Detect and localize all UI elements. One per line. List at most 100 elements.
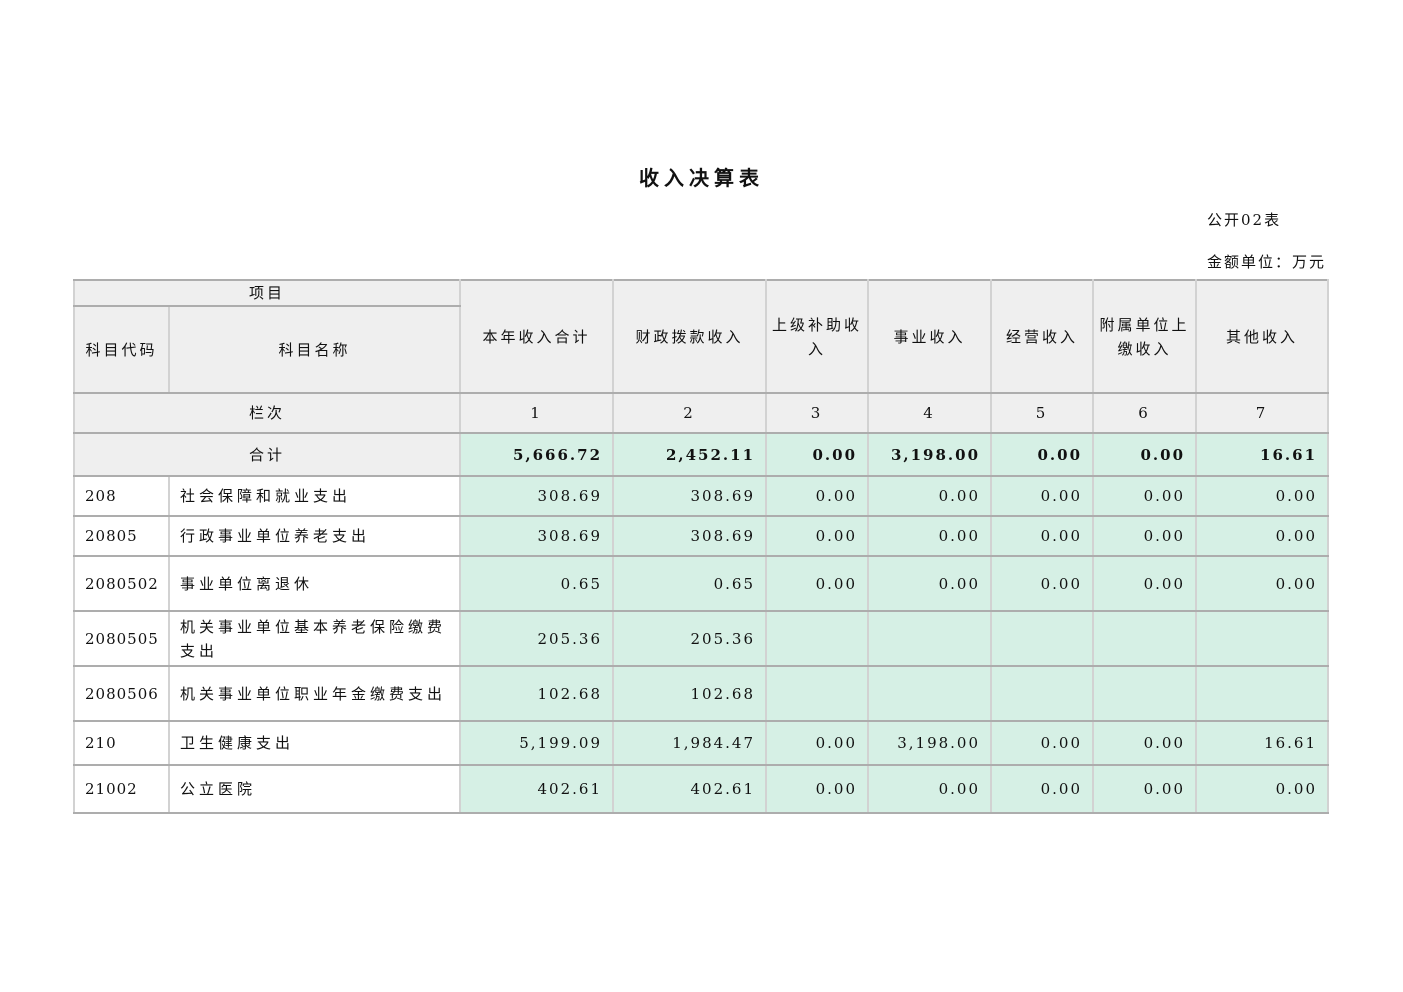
- subject-code-cell: 210: [73, 720, 170, 766]
- column-header-3: 上级补助收入: [765, 279, 870, 394]
- total-label: 合计: [72, 432, 462, 477]
- table-row: 2080506 机关事业单位职业年金缴费支出 102.68 102.68: [73, 665, 1330, 722]
- value-cell: 205.36: [459, 610, 615, 667]
- subject-name-cell: 行政事业单位养老支出: [167, 515, 462, 557]
- column-number-2: 2: [612, 392, 768, 434]
- subject-code-cell: 2080502: [73, 555, 170, 612]
- value-cell: 0.00: [990, 475, 1095, 517]
- value-cell: 0.00: [990, 764, 1095, 814]
- total-value-cell: 16.61: [1195, 432, 1330, 477]
- total-value-cell: 0.00: [1092, 432, 1198, 477]
- column-header-1: 本年收入合计: [459, 279, 615, 394]
- value-cell: 0.00: [990, 720, 1095, 766]
- table-row: 2080505 机关事业单位基本养老保险缴费支出 205.36 205.36: [73, 610, 1330, 667]
- column-header-4: 事业收入: [867, 279, 993, 394]
- value-cell: 0.00: [765, 720, 870, 766]
- value-cell: 0.00: [1092, 515, 1198, 557]
- table-row: 2080502 事业单位离退休 0.65 0.65 0.00 0.00 0.00…: [73, 555, 1330, 612]
- value-cell: 0.00: [867, 555, 993, 612]
- total-value-cell: 0.00: [990, 432, 1095, 477]
- subject-code-cell: 2080506: [73, 665, 170, 722]
- value-cell: 0.00: [765, 555, 870, 612]
- header-subject-code: 科目代码: [73, 305, 170, 394]
- value-cell: 402.61: [459, 764, 615, 814]
- header-project: 项目: [72, 279, 462, 307]
- subject-name-cell: 卫生健康支出: [167, 720, 462, 766]
- table-row: 210 卫生健康支出 5,199.09 1,984.47 0.00 3,198.…: [73, 720, 1330, 766]
- subject-name-cell: 事业单位离退休: [167, 555, 462, 612]
- value-cell: 308.69: [459, 515, 615, 557]
- subject-name-cell: 机关事业单位基本养老保险缴费支出: [167, 610, 462, 667]
- total-row: 合计 5,666.72 2,452.11 0.00 3,198.00 0.00 …: [72, 432, 1330, 477]
- value-cell: [1195, 610, 1330, 667]
- value-cell: 308.69: [459, 475, 615, 517]
- column-number-6: 6: [1092, 392, 1198, 434]
- header-row-subject: 科目代码 科目名称: [73, 305, 1328, 394]
- value-cell: 0.00: [1092, 720, 1198, 766]
- value-cell: 3,198.00: [867, 720, 993, 766]
- column-number-7: 7: [1195, 392, 1330, 434]
- value-cell: 0.00: [867, 475, 993, 517]
- value-cell: 0.00: [765, 764, 870, 814]
- header-row-project: 项目 本年收入合计 财政拨款收入 上级补助收入 事业收入 经营收入 附属单位上缴…: [72, 279, 1330, 394]
- value-cell: 308.69: [612, 515, 768, 557]
- value-cell: 402.61: [612, 764, 768, 814]
- value-cell: 102.68: [612, 665, 768, 722]
- value-cell: 0.00: [1092, 764, 1198, 814]
- value-cell: 0.65: [459, 555, 615, 612]
- subject-name-cell: 公立医院: [167, 764, 462, 814]
- total-value-cell: 5,666.72: [459, 432, 615, 477]
- value-cell: 308.69: [612, 475, 768, 517]
- value-cell: [1195, 665, 1330, 722]
- value-cell: 0.00: [1195, 515, 1330, 557]
- header-row-column-index: 栏次 1 2 3 4 5 6 7: [72, 392, 1330, 434]
- value-cell: 0.00: [1092, 555, 1198, 612]
- value-cell: [1092, 665, 1198, 722]
- page-title: 收入决算表: [639, 166, 764, 190]
- value-cell: 102.68: [459, 665, 615, 722]
- header-lanci: 栏次: [72, 392, 462, 434]
- value-cell: [765, 665, 870, 722]
- value-cell: 205.36: [612, 610, 768, 667]
- table-body: 合计 5,666.72 2,452.11 0.00 3,198.00 0.00 …: [72, 432, 1330, 814]
- table-number-label: 公开02表: [1207, 211, 1282, 229]
- value-cell: 0.00: [1195, 475, 1330, 517]
- value-cell: 0.00: [1092, 475, 1198, 517]
- subject-name-cell: 社会保障和就业支出: [167, 475, 462, 517]
- value-cell: 1,984.47: [612, 720, 768, 766]
- column-header-7: 其他收入: [1195, 279, 1330, 394]
- value-cell: [765, 610, 870, 667]
- total-value-cell: 0.00: [765, 432, 870, 477]
- value-cell: [867, 665, 993, 722]
- value-cell: 0.00: [867, 515, 993, 557]
- value-cell: [990, 610, 1095, 667]
- column-number-1: 1: [459, 392, 615, 434]
- subject-name-cell: 机关事业单位职业年金缴费支出: [167, 665, 462, 722]
- value-cell: 0.00: [1195, 555, 1330, 612]
- table-row: 20805 行政事业单位养老支出 308.69 308.69 0.00 0.00…: [73, 515, 1330, 557]
- table-row: 208 社会保障和就业支出 308.69 308.69 0.00 0.00 0.…: [73, 475, 1330, 517]
- column-header-6: 附属单位上缴收入: [1092, 279, 1198, 394]
- value-cell: 0.00: [765, 515, 870, 557]
- value-cell: 0.00: [765, 475, 870, 517]
- column-header-2: 财政拨款收入: [612, 279, 768, 394]
- column-number-3: 3: [765, 392, 870, 434]
- subject-code-cell: 20805: [73, 515, 170, 557]
- meta-labels: 公开02表 金额单位：万元: [1207, 213, 1326, 297]
- value-cell: 0.00: [990, 555, 1095, 612]
- income-statement-table: 项目 本年收入合计 财政拨款收入 上级补助收入 事业收入 经营收入 附属单位上缴…: [72, 279, 1330, 814]
- value-cell: 0.00: [990, 515, 1095, 557]
- unit-label: 金额单位：万元: [1207, 253, 1327, 271]
- column-number-4: 4: [867, 392, 993, 434]
- value-cell: 0.00: [1195, 764, 1330, 814]
- column-number-5: 5: [990, 392, 1095, 434]
- value-cell: 16.61: [1195, 720, 1330, 766]
- subject-code-cell: 21002: [73, 764, 170, 814]
- subject-code-cell: 2080505: [73, 610, 170, 667]
- value-cell: 0.65: [612, 555, 768, 612]
- value-cell: [867, 610, 993, 667]
- subject-code-cell: 208: [73, 475, 170, 517]
- total-value-cell: 2,452.11: [612, 432, 768, 477]
- value-cell: 5,199.09: [459, 720, 615, 766]
- total-value-cell: 3,198.00: [867, 432, 993, 477]
